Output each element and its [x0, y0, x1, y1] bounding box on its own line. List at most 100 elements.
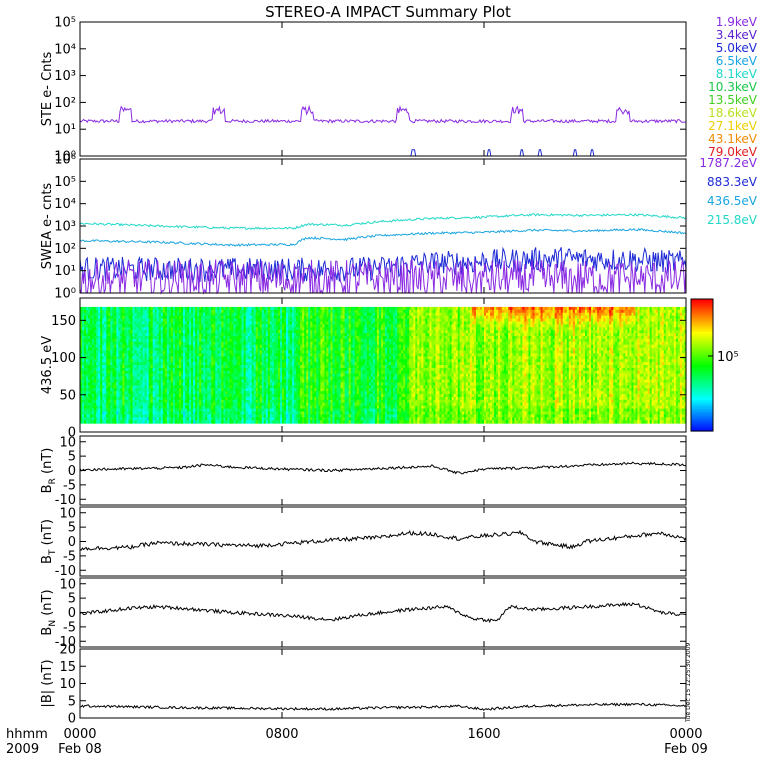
- heatmap-cell: [213, 356, 216, 360]
- heatmap-cell: [201, 347, 204, 352]
- heatmap-cell: [118, 379, 121, 384]
- heatmap-cell: [164, 373, 168, 378]
- heatmap-cell: [259, 370, 263, 375]
- heatmap-cell: [108, 414, 111, 418]
- heatmap-cell: [94, 417, 97, 421]
- heatmap-cell: [294, 402, 297, 407]
- heatmap-cell: [229, 327, 233, 331]
- heatmap-cell: [269, 376, 273, 381]
- heatmap-cell: [211, 382, 214, 386]
- heatmap-cell: [290, 309, 293, 314]
- heatmap-cell: [231, 370, 235, 375]
- heatmap-cell: [134, 391, 138, 395]
- heatmap-cell: [243, 312, 247, 317]
- heatmap-cell: [265, 306, 269, 311]
- heatmap-cell: [215, 341, 218, 346]
- heatmap-cell: [138, 379, 142, 384]
- heatmap-cell: [296, 373, 299, 378]
- heatmap-cell: [160, 335, 164, 340]
- heatmap-cell: [156, 330, 160, 334]
- heatmap-cell: [156, 338, 160, 343]
- heatmap-cell: [150, 370, 154, 375]
- heatmap-cell: [237, 350, 241, 354]
- heatmap-cell: [160, 359, 164, 363]
- heatmap-cell: [110, 356, 113, 360]
- heatmap-cell: [229, 408, 233, 413]
- heatmap-cell: [104, 335, 107, 340]
- heatmap-cell: [324, 306, 328, 311]
- heatmap-cell: [195, 399, 198, 404]
- heatmap-cell: [239, 367, 243, 372]
- heatmap-cell: [215, 321, 218, 325]
- heatmap-cell: [261, 341, 265, 346]
- heatmap-cell: [158, 312, 162, 317]
- heatmap-cell: [213, 382, 216, 386]
- heatmap-cell: [302, 324, 305, 328]
- heatmap-cell: [92, 338, 95, 343]
- heatmap-cell: [247, 353, 251, 357]
- heatmap-cell: [233, 414, 237, 418]
- heatmap-cell: [193, 402, 196, 407]
- heatmap-cell: [189, 414, 192, 418]
- heatmap-cell: [249, 394, 253, 398]
- heatmap-cell: [259, 335, 263, 340]
- heatmap-cell: [223, 411, 227, 415]
- heatmap-cell: [126, 347, 130, 352]
- heatmap-cell: [316, 391, 319, 395]
- heatmap-cell: [110, 379, 113, 384]
- heatmap-cell: [316, 341, 319, 346]
- heatmap-cell: [263, 324, 267, 328]
- heatmap-cell: [156, 341, 160, 346]
- heatmap-cell: [146, 399, 150, 404]
- heatmap-cell: [80, 394, 83, 398]
- heatmap-cell: [144, 385, 148, 389]
- heatmap-cell: [294, 365, 297, 369]
- heatmap-cell: [88, 333, 91, 337]
- heatmap-cell: [166, 367, 170, 372]
- heatmap-cell: [275, 373, 279, 378]
- heatmap-cell: [279, 333, 283, 337]
- heatmap-cell: [275, 356, 279, 360]
- heatmap-cell: [245, 411, 249, 415]
- heatmap-cell: [209, 330, 212, 334]
- heatmap-cell: [257, 391, 261, 395]
- heatmap-cell: [320, 414, 323, 418]
- heatmap-cell: [142, 356, 146, 360]
- heatmap-cell: [191, 356, 194, 360]
- heatmap-cell: [193, 315, 196, 320]
- heatmap-cell: [205, 396, 208, 401]
- heatmap-cell: [88, 373, 91, 378]
- heatmap-cell: [96, 379, 99, 384]
- heatmap-cell: [148, 333, 152, 337]
- heatmap-cell: [126, 382, 130, 386]
- heatmap-cell: [267, 411, 271, 415]
- heatmap-cell: [279, 411, 283, 415]
- heatmap-cell: [302, 417, 305, 421]
- heatmap-cell: [112, 399, 115, 404]
- heatmap-cell: [88, 376, 91, 381]
- heatmap-cell: [181, 388, 184, 392]
- heatmap-cell: [185, 399, 188, 404]
- heatmap-cell: [189, 321, 192, 325]
- heatmap-cell: [298, 306, 301, 311]
- heatmap-cell: [86, 417, 89, 421]
- heatmap-cell: [229, 309, 233, 314]
- heatmap-cell: [275, 324, 279, 328]
- heatmap-cell: [273, 341, 277, 346]
- heatmap-cell: [199, 373, 202, 378]
- heatmap-cell: [156, 335, 160, 340]
- heatmap-cell: [126, 333, 130, 337]
- heatmap-cell: [298, 333, 301, 337]
- heatmap-cell: [122, 373, 126, 378]
- heatmap-cell: [195, 335, 198, 340]
- heatmap-cell: [110, 315, 113, 320]
- heatmap-cell: [132, 373, 136, 378]
- heatmap-cell: [300, 396, 303, 401]
- heatmap-cell: [187, 312, 190, 317]
- heatmap-cell: [100, 382, 103, 386]
- heatmap-cell: [209, 420, 212, 424]
- heatmap-cell: [112, 376, 115, 381]
- heatmap-cell: [158, 370, 162, 375]
- heatmap-cell: [82, 306, 85, 311]
- heatmap-cell: [286, 335, 289, 340]
